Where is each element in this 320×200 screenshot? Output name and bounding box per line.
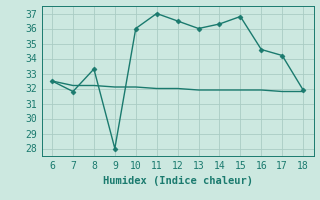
X-axis label: Humidex (Indice chaleur): Humidex (Indice chaleur)	[103, 176, 252, 186]
